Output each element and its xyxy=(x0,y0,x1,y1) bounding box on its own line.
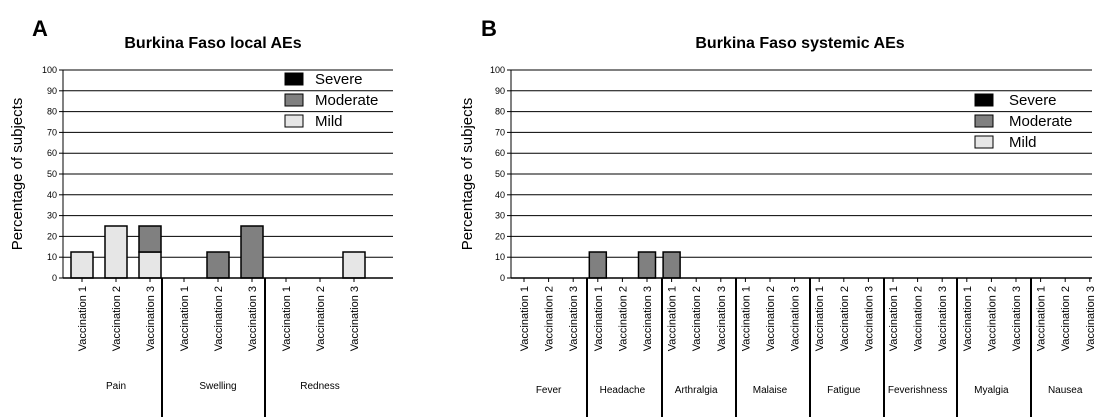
legend-swatch xyxy=(974,135,994,149)
y-tick-label: 30 xyxy=(495,211,505,221)
legend-label: Moderate xyxy=(315,92,378,109)
x-tick-label: Vaccination 2 xyxy=(617,286,629,351)
group-label: Headache xyxy=(600,385,646,396)
y-tick-label: 0 xyxy=(500,273,505,283)
x-tick-label: Vaccination 1 xyxy=(740,286,752,351)
x-tick-label: Vaccination 1 xyxy=(519,286,531,351)
x-tick-label: Vaccination 1 xyxy=(179,286,191,351)
y-tick-label: 50 xyxy=(495,169,505,179)
y-tick-label: 90 xyxy=(495,86,505,96)
bar-segment xyxy=(104,225,128,279)
chart-title: Burkina Faso systemic AEs xyxy=(695,35,904,52)
group-label: Pain xyxy=(106,381,126,392)
x-tick-label: Vaccination 1 xyxy=(1036,286,1048,351)
x-tick-label: Vaccination 3 xyxy=(349,286,361,351)
y-tick-label: 70 xyxy=(495,127,505,137)
x-tick-label: Vaccination 2 xyxy=(913,286,925,351)
legend-label: Severe xyxy=(1009,92,1057,109)
x-tick-label: Vaccination 2 xyxy=(315,286,327,351)
y-tick-label: 80 xyxy=(495,107,505,117)
group-label: Redness xyxy=(300,381,339,392)
x-tick-label: Vaccination 1 xyxy=(593,286,605,351)
bar-segment xyxy=(637,251,657,279)
group-label: Feverishness xyxy=(888,385,947,396)
x-tick-label: Vaccination 2 xyxy=(765,286,777,351)
legend-swatch xyxy=(974,114,994,128)
legend-swatch xyxy=(284,93,304,107)
bar-segment xyxy=(70,251,94,279)
y-axis-label: Percentage of subjects xyxy=(9,98,26,251)
group-label: Myalgia xyxy=(974,385,1009,396)
group-label: Fatigue xyxy=(827,385,861,396)
y-tick-label: 90 xyxy=(47,86,57,96)
legend-swatch xyxy=(284,72,304,86)
x-tick-label: Vaccination 3 xyxy=(716,286,728,351)
bar-segment xyxy=(588,251,608,279)
panel-letter-b: B xyxy=(481,16,497,41)
local-aes-chart: Burkina Faso local AEs 0 10 20 30 40 50 60 70 80 9… xyxy=(9,35,393,417)
y-tick-label: 30 xyxy=(47,211,57,221)
x-tick-label: Vaccination 3 xyxy=(937,286,949,351)
bar-segment xyxy=(206,251,230,279)
x-tick-label: Vaccination 3 xyxy=(145,286,157,351)
y-tick-label: 20 xyxy=(47,231,57,241)
y-tick-label: 80 xyxy=(47,107,57,117)
x-tick-label: Vaccination 3 xyxy=(642,286,654,351)
legend-label: Moderate xyxy=(1009,113,1072,130)
x-tick-label: Vaccination 1 xyxy=(281,286,293,351)
y-tick-label: 100 xyxy=(490,65,505,75)
x-tick-label: Vaccination 2 xyxy=(986,286,998,351)
legend-label: Severe xyxy=(315,71,363,88)
group-label: Malaise xyxy=(753,385,788,396)
x-tick-label: Vaccination 2 xyxy=(213,286,225,351)
x-tick-label: Vaccination 1 xyxy=(814,286,826,351)
x-tick-label: Vaccination 2 xyxy=(839,286,851,351)
y-tick-label: 10 xyxy=(47,252,57,262)
chart-title: Burkina Faso local AEs xyxy=(124,35,301,52)
y-tick-label: 0 xyxy=(52,273,57,283)
bar-segment xyxy=(138,225,162,253)
y-tick-label: 60 xyxy=(47,148,57,158)
x-tick-label: Vaccination 2 xyxy=(544,286,556,351)
x-tick-label: Vaccination 1 xyxy=(77,286,89,351)
legend-label: Mild xyxy=(1009,134,1037,151)
bar-segment xyxy=(662,251,681,279)
x-tick-label: Vaccination 2 xyxy=(691,286,703,351)
x-tick-label: Vaccination 2 xyxy=(111,286,123,351)
x-tick-label: Vaccination 3 xyxy=(247,286,259,351)
y-tick-label: 20 xyxy=(495,231,505,241)
x-tick-label: Vaccination 3 xyxy=(790,286,802,351)
legend-label: Mild xyxy=(315,113,343,130)
x-tick-label: Vaccination 3 xyxy=(568,286,580,351)
x-tick-label: Vaccination 1 xyxy=(667,286,679,351)
x-tick-label: Vaccination 3 xyxy=(863,286,875,351)
x-tick-label: Vaccination 1 xyxy=(962,286,974,351)
y-tick-label: 50 xyxy=(47,169,57,179)
x-tick-label: Vaccination 1 xyxy=(888,286,900,351)
group-label: Nausea xyxy=(1048,385,1083,396)
y-tick-label: 10 xyxy=(495,252,505,262)
y-tick-label: 70 xyxy=(47,127,57,137)
x-tick-label: Vaccination 2 xyxy=(1060,286,1072,351)
bar-segment xyxy=(240,225,264,279)
systemic-aes-chart: Burkina Faso systemic AEs 0 10 20 30 40 50 60 70… xyxy=(459,35,1095,417)
group-label: Fever xyxy=(536,385,562,396)
legend-swatch xyxy=(974,93,994,107)
panel-letter-a: A xyxy=(32,16,48,41)
y-axis-label: Percentage of subjects xyxy=(459,98,476,251)
y-tick-label: 60 xyxy=(495,148,505,158)
group-label: Swelling xyxy=(199,381,236,392)
group-label: Arthralgia xyxy=(675,385,718,396)
bar-segment xyxy=(342,251,366,279)
x-tick-label: Vaccination 3 xyxy=(1011,286,1023,351)
y-tick-label: 40 xyxy=(47,190,57,200)
legend-swatch xyxy=(284,114,304,128)
x-tick-label: Vaccination 3 xyxy=(1085,286,1095,351)
bar-segment xyxy=(138,251,162,279)
y-tick-label: 40 xyxy=(495,190,505,200)
y-tick-label: 100 xyxy=(42,65,57,75)
